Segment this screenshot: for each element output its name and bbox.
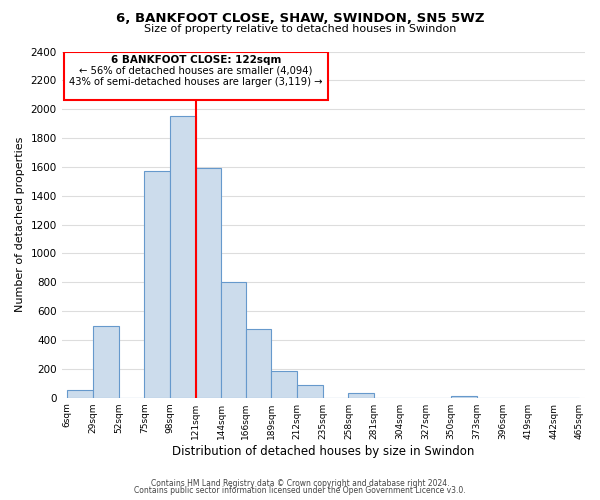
Text: 6, BANKFOOT CLOSE, SHAW, SWINDON, SN5 5WZ: 6, BANKFOOT CLOSE, SHAW, SWINDON, SN5 5W…	[116, 12, 484, 26]
Text: 43% of semi-detached houses are larger (3,119) →: 43% of semi-detached houses are larger (…	[70, 77, 323, 87]
Bar	[196, 168, 221, 398]
Bar	[144, 170, 170, 398]
Bar	[451, 396, 477, 398]
Text: 6 BANKFOOT CLOSE: 122sqm: 6 BANKFOOT CLOSE: 122sqm	[111, 55, 281, 65]
Bar	[271, 371, 297, 398]
Bar	[246, 329, 271, 398]
X-axis label: Distribution of detached houses by size in Swindon: Distribution of detached houses by size …	[172, 444, 475, 458]
Y-axis label: Number of detached properties: Number of detached properties	[15, 137, 25, 312]
Bar	[93, 326, 119, 398]
Text: Size of property relative to detached houses in Swindon: Size of property relative to detached ho…	[144, 24, 456, 34]
Bar	[67, 390, 93, 398]
Text: ← 56% of detached houses are smaller (4,094): ← 56% of detached houses are smaller (4,…	[79, 66, 313, 76]
Bar	[170, 116, 196, 398]
Bar	[297, 384, 323, 398]
Text: Contains HM Land Registry data © Crown copyright and database right 2024.: Contains HM Land Registry data © Crown c…	[151, 478, 449, 488]
Text: Contains public sector information licensed under the Open Government Licence v3: Contains public sector information licen…	[134, 486, 466, 495]
Bar	[64, 52, 328, 100]
Bar	[221, 282, 246, 398]
Bar	[349, 394, 374, 398]
